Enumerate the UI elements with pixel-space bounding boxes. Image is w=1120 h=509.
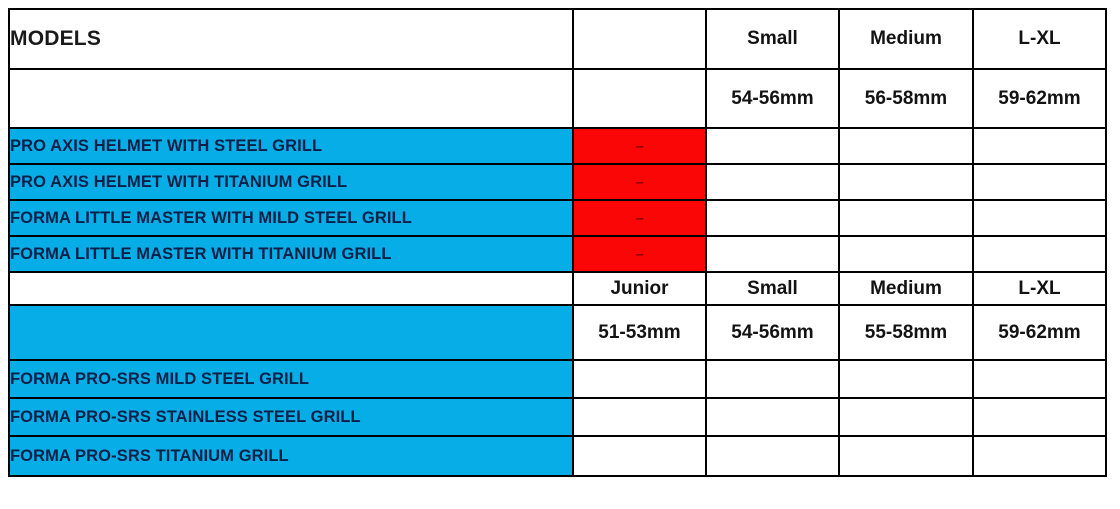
column-header-junior-s2: Junior [572,271,707,306]
availability-junior: – [572,127,707,165]
availability-junior: – [572,199,707,237]
availability-small [705,163,840,201]
product-name: PRO AXIS HELMET WITH TITANIUM GRILL [8,163,574,201]
availability-small [705,435,840,477]
availability-junior: – [572,163,707,201]
size-range-small-s1: 54-56mm [705,68,840,129]
table-row: FORMA LITTLE MASTER WITH TITANIUM GRILL … [8,235,1107,273]
availability-small [705,359,840,399]
availability-lxl [972,199,1107,237]
table-header-row-section1: MODELS Small Medium L-XL [8,8,1107,70]
table-row: PRO AXIS HELMET WITH STEEL GRILL – [8,127,1107,165]
size-range-label-blank-s1 [8,68,574,129]
size-range-junior-s1 [572,68,707,129]
availability-small [705,235,840,273]
availability-junior [572,359,707,399]
table-row: PRO AXIS HELMET WITH TITANIUM GRILL – [8,163,1107,201]
availability-junior: – [572,235,707,273]
table-row: FORMA PRO-SRS TITANIUM GRILL [8,435,1107,477]
helmet-size-chart-table: MODELS Small Medium L-XL 54-56mm 56-58mm… [8,8,1107,477]
product-name: FORMA PRO-SRS TITANIUM GRILL [8,435,574,477]
table-row: FORMA LITTLE MASTER WITH MILD STEEL GRIL… [8,199,1107,237]
product-name: FORMA LITTLE MASTER WITH TITANIUM GRILL [8,235,574,273]
product-name: FORMA PRO-SRS STAINLESS STEEL GRILL [8,397,574,437]
availability-medium [838,397,974,437]
product-name: FORMA PRO-SRS MILD STEEL GRILL [8,359,574,399]
availability-medium [838,435,974,477]
availability-medium [838,359,974,399]
availability-lxl [972,435,1107,477]
availability-small [705,127,840,165]
page-title: MODELS [8,8,574,70]
column-header-medium-s1: Medium [838,8,974,70]
availability-lxl [972,163,1107,201]
availability-lxl [972,235,1107,273]
size-range-medium-s1: 56-58mm [838,68,974,129]
product-name: FORMA LITTLE MASTER WITH MILD STEEL GRIL… [8,199,574,237]
availability-lxl [972,127,1107,165]
availability-medium [838,163,974,201]
availability-medium [838,235,974,273]
product-name: PRO AXIS HELMET WITH STEEL GRILL [8,127,574,165]
column-header-lxl-s1: L-XL [972,8,1107,70]
availability-junior [572,397,707,437]
column-header-medium-s2: Medium [838,271,974,306]
availability-small [705,199,840,237]
availability-junior [572,435,707,477]
availability-lxl [972,359,1107,399]
column-header-small-s1: Small [705,8,840,70]
availability-lxl [972,397,1107,437]
size-range-label-blank-s2 [8,304,574,361]
size-range-small-s2: 54-56mm [705,304,840,361]
size-range-lxl-s2: 59-62mm [972,304,1107,361]
availability-medium [838,199,974,237]
table-row: FORMA PRO-SRS MILD STEEL GRILL [8,359,1107,399]
availability-medium [838,127,974,165]
size-range-row-section1: 54-56mm 56-58mm 59-62mm [8,68,1107,129]
availability-small [705,397,840,437]
size-range-row-section2: 51-53mm 54-56mm 55-58mm 59-62mm [8,304,1107,361]
column-header-lxl-s2: L-XL [972,271,1107,306]
table-header-row-section2: Junior Small Medium L-XL [8,271,1107,306]
column-header-models-s2 [8,271,574,306]
size-range-junior-s2: 51-53mm [572,304,707,361]
size-range-medium-s2: 55-58mm [838,304,974,361]
column-header-small-s2: Small [705,271,840,306]
table-row: FORMA PRO-SRS STAINLESS STEEL GRILL [8,397,1107,437]
size-range-lxl-s1: 59-62mm [972,68,1107,129]
column-header-junior-s1 [572,8,707,70]
